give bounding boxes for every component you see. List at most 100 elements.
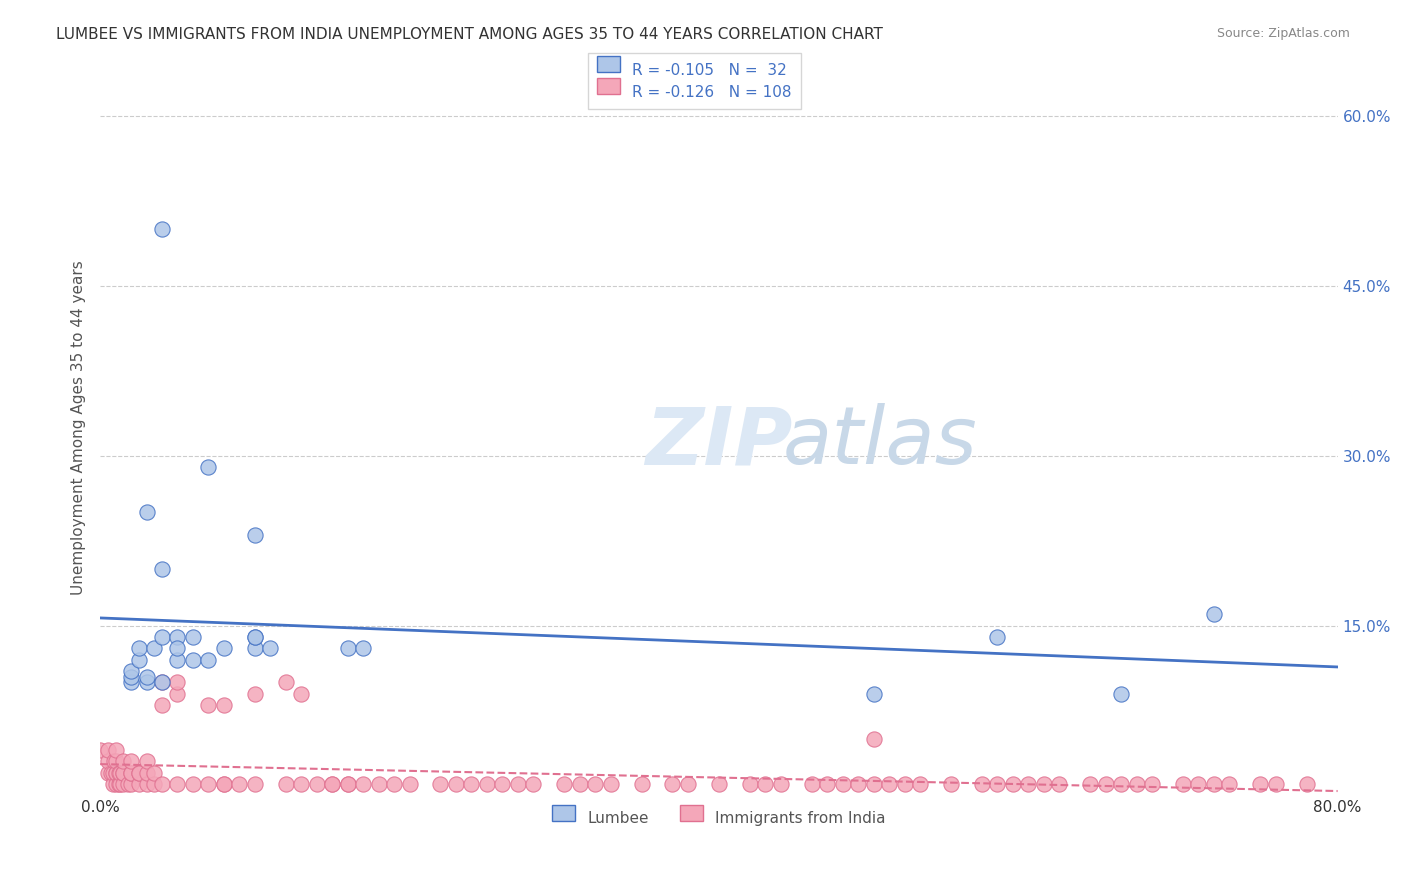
Point: [707, 777, 730, 791]
Text: ZIP: ZIP: [645, 403, 793, 481]
Point: [1202, 777, 1225, 791]
Point: [166, 777, 188, 791]
Point: [398, 777, 420, 791]
Point: [1295, 777, 1317, 791]
Point: [305, 777, 328, 791]
Point: [862, 686, 884, 700]
Point: [110, 765, 132, 780]
Point: [970, 777, 993, 791]
Point: [212, 777, 235, 791]
Point: [120, 675, 142, 690]
Point: [1187, 777, 1209, 791]
Point: [1109, 777, 1132, 791]
Point: [120, 755, 142, 769]
Point: [336, 777, 359, 791]
Point: [243, 630, 266, 644]
Point: [568, 777, 591, 791]
Point: [862, 731, 884, 746]
Point: [150, 630, 173, 644]
Point: [166, 641, 188, 656]
Point: [1140, 777, 1163, 791]
Point: [101, 765, 124, 780]
Point: [107, 765, 129, 780]
Point: [166, 630, 188, 644]
Point: [120, 664, 142, 678]
Point: [128, 777, 150, 791]
Point: [104, 777, 127, 791]
Point: [259, 641, 281, 656]
Text: Source: ZipAtlas.com: Source: ZipAtlas.com: [1216, 27, 1350, 40]
Point: [120, 765, 142, 780]
Point: [676, 777, 699, 791]
Point: [128, 765, 150, 780]
Point: [135, 505, 157, 519]
Point: [181, 777, 204, 791]
Point: [243, 528, 266, 542]
Point: [1047, 777, 1070, 791]
Point: [104, 743, 127, 757]
Point: [135, 765, 157, 780]
Point: [1001, 777, 1024, 791]
Point: [846, 777, 869, 791]
Point: [212, 641, 235, 656]
Point: [444, 777, 467, 791]
Point: [143, 777, 166, 791]
Point: [290, 686, 312, 700]
Point: [112, 765, 135, 780]
Point: [862, 777, 884, 791]
Point: [1249, 777, 1271, 791]
Point: [831, 777, 853, 791]
Point: [150, 698, 173, 712]
Point: [212, 777, 235, 791]
Point: [661, 777, 683, 791]
Point: [112, 765, 135, 780]
Point: [908, 777, 931, 791]
Point: [104, 755, 127, 769]
Point: [100, 765, 122, 780]
Point: [128, 641, 150, 656]
Point: [1078, 777, 1101, 791]
Point: [553, 777, 575, 791]
Point: [197, 777, 219, 791]
Point: [1264, 777, 1286, 791]
Point: [506, 777, 529, 791]
Point: [382, 777, 405, 791]
Point: [243, 777, 266, 791]
Point: [321, 777, 343, 791]
Point: [1171, 777, 1194, 791]
Legend: Lumbee, Immigrants from India: Lumbee, Immigrants from India: [543, 801, 894, 836]
Text: LUMBEE VS IMMIGRANTS FROM INDIA UNEMPLOYMENT AMONG AGES 35 TO 44 YEARS CORRELATI: LUMBEE VS IMMIGRANTS FROM INDIA UNEMPLOY…: [56, 27, 883, 42]
Point: [986, 630, 1008, 644]
Point: [135, 669, 157, 683]
Point: [112, 777, 135, 791]
Point: [274, 777, 297, 791]
Point: [630, 777, 652, 791]
Point: [367, 777, 389, 791]
Point: [1094, 777, 1116, 791]
Point: [135, 675, 157, 690]
Point: [336, 641, 359, 656]
Point: [143, 641, 166, 656]
Point: [290, 777, 312, 791]
Point: [117, 777, 139, 791]
Point: [1017, 777, 1039, 791]
Point: [754, 777, 776, 791]
Point: [110, 777, 132, 791]
Point: [128, 765, 150, 780]
Point: [939, 777, 962, 791]
Point: [197, 460, 219, 475]
Point: [97, 765, 120, 780]
Point: [738, 777, 761, 791]
Point: [460, 777, 482, 791]
Point: [197, 698, 219, 712]
Point: [522, 777, 544, 791]
Point: [166, 675, 188, 690]
Point: [135, 755, 157, 769]
Point: [150, 222, 173, 236]
Point: [1032, 777, 1054, 791]
Point: [352, 641, 374, 656]
Point: [1218, 777, 1240, 791]
Point: [336, 777, 359, 791]
Point: [97, 755, 120, 769]
Point: [150, 675, 173, 690]
